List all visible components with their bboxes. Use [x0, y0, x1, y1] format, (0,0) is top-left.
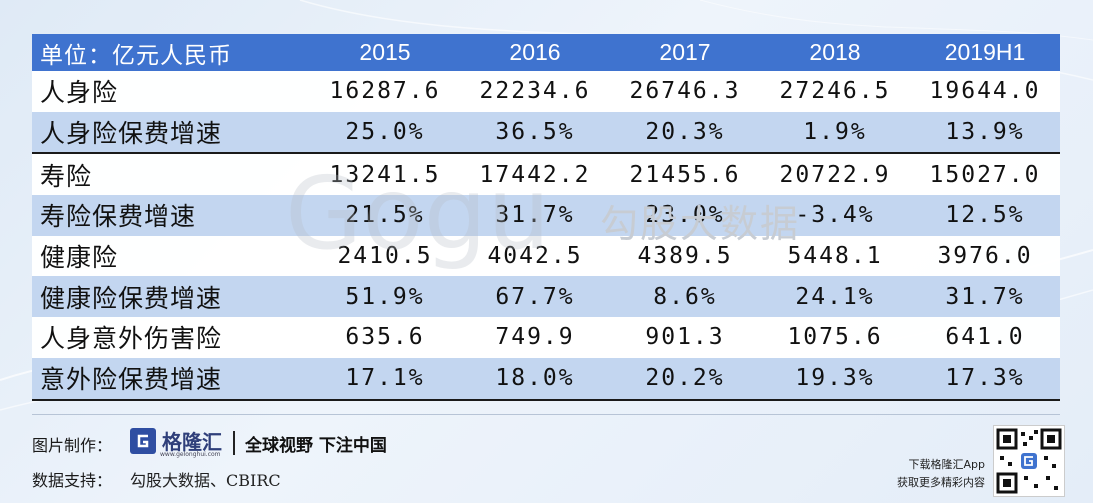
- table-row: 意外险保费增速 17.1% 18.0% 20.2% 19.3% 17.3%: [32, 357, 1060, 401]
- table-cell: 17.3%: [910, 357, 1060, 401]
- table-cell: 1.9%: [760, 111, 910, 155]
- header-2017: 2017: [610, 34, 760, 71]
- table-cell: 67.7%: [460, 276, 610, 318]
- logo-name: 格隆汇: [162, 430, 222, 454]
- slogan: 全球视野 下注中国: [245, 436, 387, 456]
- table-cell: 17442.2: [460, 153, 610, 196]
- table-cell: 21.5%: [310, 195, 460, 236]
- logo-url: www.gelonghui.com: [160, 451, 221, 458]
- table-cell: 8.6%: [610, 276, 760, 318]
- table-cell: 13241.5: [310, 153, 460, 196]
- table-cell: 901.3: [610, 317, 760, 358]
- table-cell: 19.3%: [760, 357, 910, 401]
- table-cell: 27246.5: [760, 71, 910, 112]
- table-cell: 31.7%: [460, 195, 610, 236]
- source-label: 数据支持：: [32, 471, 113, 490]
- table-cell: 19644.0: [910, 71, 1060, 112]
- table-cell: 15027.0: [910, 153, 1060, 196]
- table-header-row: 单位：亿元人民币 2015 2016 2017 2018 2019H1: [32, 34, 1060, 71]
- table-cell: 4389.5: [610, 235, 760, 277]
- table-cell: 749.9: [460, 317, 610, 358]
- footer-separator: [233, 431, 235, 455]
- table-cell: 24.1%: [760, 276, 910, 318]
- table-cell: 12.5%: [910, 195, 1060, 236]
- insurance-premium-table: 单位：亿元人民币 2015 2016 2017 2018 2019H1 人身险 …: [32, 34, 1060, 401]
- header-2016: 2016: [460, 34, 610, 71]
- table-cell: 23.0%: [610, 195, 760, 236]
- table-cell: 13.9%: [910, 111, 1060, 155]
- table-cell: 20.3%: [610, 111, 760, 155]
- table-cell: -3.4%: [760, 195, 910, 236]
- table-row: 寿险 13241.5 17442.2 21455.6 20722.9 15027…: [32, 153, 1060, 196]
- row-label: 寿险: [32, 153, 310, 196]
- row-label: 人身险: [32, 71, 310, 112]
- table-cell: 21455.6: [610, 153, 760, 196]
- table-row: 人身险保费增速 25.0% 36.5% 20.3% 1.9% 13.9%: [32, 111, 1060, 155]
- row-label: 人身险保费增速: [32, 111, 310, 155]
- row-label: 意外险保费增速: [32, 357, 310, 401]
- table-cell: 1075.6: [760, 317, 910, 358]
- table-cell: 18.0%: [460, 357, 610, 401]
- header-2015: 2015: [310, 34, 460, 71]
- table-cell: 3976.0: [910, 235, 1060, 277]
- header-unit: 单位：亿元人民币: [32, 34, 310, 71]
- row-label: 人身意外伤害险: [32, 317, 310, 358]
- table-row: 人身险 16287.6 22234.6 26746.3 27246.5 1964…: [32, 71, 1060, 112]
- table-cell: 36.5%: [460, 111, 610, 155]
- header-2019h1: 2019H1: [910, 34, 1060, 71]
- table-row: 健康险 2410.5 4042.5 4389.5 5448.1 3976.0: [32, 235, 1060, 277]
- table-cell: 5448.1: [760, 235, 910, 277]
- made-by-label: 图片制作：: [32, 436, 113, 455]
- table-cell: 635.6: [310, 317, 460, 358]
- table-cell: 17.1%: [310, 357, 460, 401]
- table-cell: 641.0: [910, 317, 1060, 358]
- header-2018: 2018: [760, 34, 910, 71]
- table-row: 寿险保费增速 21.5% 31.7% 23.0% -3.4% 12.5%: [32, 195, 1060, 236]
- table-row: 人身意外伤害险 635.6 749.9 901.3 1075.6 641.0: [32, 317, 1060, 358]
- table-cell: 16287.6: [310, 71, 460, 112]
- table-cell: 25.0%: [310, 111, 460, 155]
- download-line-1: 下载格隆汇App: [908, 458, 986, 471]
- footer-divider: [32, 414, 1060, 415]
- row-label: 健康险保费增速: [32, 276, 310, 318]
- gelonghui-logo-icon: [130, 428, 156, 454]
- table-cell: 31.7%: [910, 276, 1060, 318]
- table-cell: 22234.6: [460, 71, 610, 112]
- source-value: 勾股大数据、CBIRC: [130, 471, 281, 490]
- table-cell: 26746.3: [610, 71, 760, 112]
- row-label: 健康险: [32, 235, 310, 277]
- table-cell: 2410.5: [310, 235, 460, 277]
- table-cell: 20.2%: [610, 357, 760, 401]
- row-label: 寿险保费增速: [32, 195, 310, 236]
- table-cell: 4042.5: [460, 235, 610, 277]
- table-cell: 20722.9: [760, 153, 910, 196]
- download-line-2: 获取更多精彩内容: [897, 476, 985, 489]
- qr-code-icon: [993, 425, 1065, 497]
- table-row: 健康险保费增速 51.9% 67.7% 8.6% 24.1% 31.7%: [32, 276, 1060, 318]
- table-cell: 51.9%: [310, 276, 460, 318]
